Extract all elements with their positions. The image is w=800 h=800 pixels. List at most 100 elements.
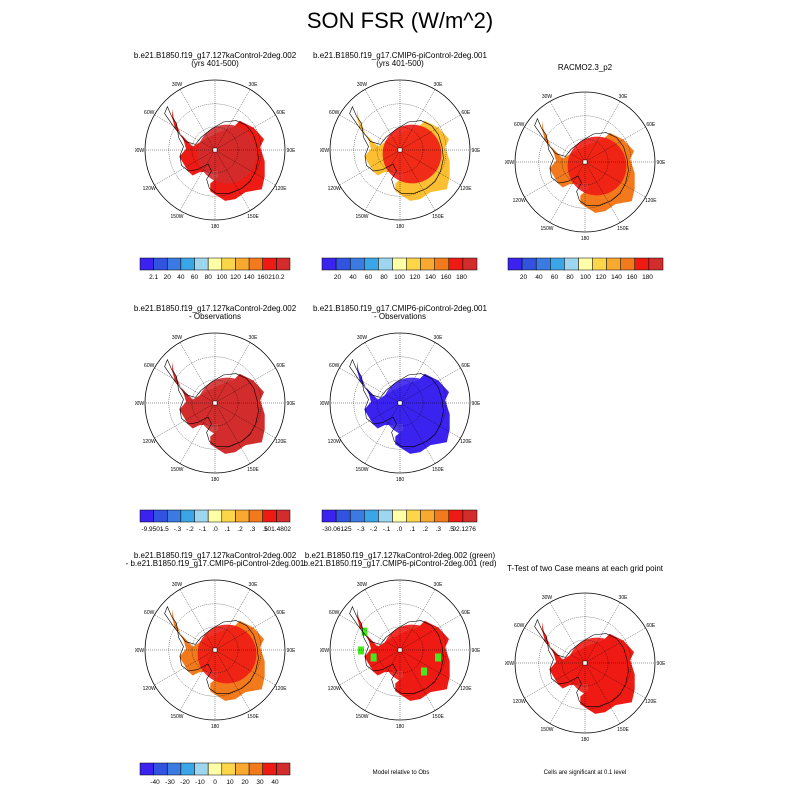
colorbar-tick-label: 0 xyxy=(213,779,217,786)
colorbar-swatch xyxy=(434,257,450,271)
meridian-line xyxy=(399,114,461,151)
meridian-line xyxy=(214,149,251,211)
inner-region xyxy=(567,136,627,196)
longitude-label: 150E xyxy=(432,714,444,720)
colorbar-swatch xyxy=(349,509,365,523)
meridian-line xyxy=(399,402,461,439)
longitude-label: 120E xyxy=(275,439,287,445)
meridian-line xyxy=(179,402,216,464)
colorbar-swatch xyxy=(207,509,223,523)
polar-map: 30E 60E 90E 120E 150E 180 150W 120W 90W 60W 30W xyxy=(135,332,295,483)
colorbar-swatch xyxy=(349,257,365,271)
longitude-label: 60W xyxy=(144,610,155,616)
colorbar-tick-label: 120 xyxy=(596,274,607,281)
green-cell xyxy=(358,646,364,655)
colorbar-swatch xyxy=(180,762,195,776)
pole-marker xyxy=(397,647,403,653)
colorbar-tick-label: 80 xyxy=(205,274,213,281)
colorbar-tick-label: 60 xyxy=(191,274,199,281)
colorbar-swatch xyxy=(194,509,209,523)
colorbar-swatch xyxy=(462,257,478,271)
longitude-label: 90E xyxy=(472,648,480,654)
colorbar-swatch xyxy=(221,762,236,776)
map-panel: RACMO2.3_p2 30E 60E 90E 120E 150E 180 150W 120W 9… xyxy=(500,64,670,254)
latitude-circle xyxy=(376,626,424,674)
colorbar-swatch xyxy=(634,257,650,271)
colorbar-tick-label: .0 xyxy=(397,526,403,533)
colorbar-tick-label: -.5 xyxy=(344,526,352,533)
colorbar-swatch xyxy=(448,257,464,271)
meridian-line xyxy=(154,614,216,651)
longitude-label: 30E xyxy=(619,94,629,100)
colorbar-tick-label: -9.9501 xyxy=(141,526,163,533)
colorbar-tick-label: -40 xyxy=(150,779,160,786)
longitude-label: 120E xyxy=(460,686,472,692)
coastline xyxy=(349,605,444,694)
latitude-circle xyxy=(376,126,424,174)
colorbar-tick-label: -.1 xyxy=(199,526,207,533)
longitude-label: 150W xyxy=(170,714,183,720)
longitude-label: 30W xyxy=(172,582,183,588)
pole-marker xyxy=(212,400,218,406)
longitude-label: 120W xyxy=(143,686,156,692)
colorbar-tick-label: -.2 xyxy=(370,526,378,533)
colorbar-tick-label: .1 xyxy=(410,526,416,533)
colorbar-tick-label: 20 xyxy=(241,779,249,786)
longitude-label: 180 xyxy=(581,737,590,743)
polar-map: 30E 60E 90E 120E 150E 180 150W 120W 90W 60W 30W xyxy=(135,579,295,730)
colorbar-swatch xyxy=(248,509,263,523)
longitude-label: 30W xyxy=(357,335,368,341)
colorbar-tick-label: 160 xyxy=(627,274,638,281)
colorbar-tick-label: 30 xyxy=(256,779,264,786)
colorbar-tick-label: 210.2 xyxy=(268,274,285,281)
longitude-label: 60W xyxy=(514,623,525,629)
latitude-circle xyxy=(191,626,239,674)
meridian-line xyxy=(154,402,216,439)
colorbar-swatch xyxy=(139,762,154,776)
coastline xyxy=(164,358,259,447)
colorbar-tick-label: 80 xyxy=(566,274,574,281)
meridian-line xyxy=(214,149,276,186)
map-panel: b.e21.B1850.f19_g17.CMIP6-piControl-2deg… xyxy=(313,305,487,495)
colorbar-swatch xyxy=(606,257,621,271)
longitude-label: 60E xyxy=(461,363,471,369)
pole-marker xyxy=(212,647,218,653)
meridian-line xyxy=(214,649,276,686)
meridian-line xyxy=(339,149,401,186)
inner-region xyxy=(382,124,442,184)
colorbar-swatch xyxy=(167,762,182,776)
map-panel: b.e21.B1850.f19_g17.127kaControl-2deg.00… xyxy=(130,305,300,495)
longitude-label: 180 xyxy=(396,724,405,730)
colorbar-tick-label: 40 xyxy=(271,779,279,786)
colorbar-tick-label: -.1 xyxy=(383,526,391,533)
longitude-label: 90W xyxy=(135,648,144,654)
longitude-label: 180 xyxy=(211,224,220,230)
colorbar-tick-label: 100 xyxy=(580,274,591,281)
longitude-label: 120E xyxy=(460,439,472,445)
longitude-label: 150W xyxy=(355,214,368,220)
longitude-label: 180 xyxy=(396,224,405,230)
colorbar-swatch xyxy=(167,509,182,523)
longitude-label: 90E xyxy=(287,401,295,407)
colorbar-swatch xyxy=(448,509,464,523)
coastline xyxy=(164,605,259,694)
map-panel: b.e21.B1850.f19_g17.127kaControl-2deg.00… xyxy=(130,52,300,242)
longitude-label: 120E xyxy=(275,686,287,692)
longitude-label: 30W xyxy=(172,82,183,88)
colorbar: -9.9501 -.5 -.3 -.2 -.1 .0 .1 .2 .3 .5 101.4802 xyxy=(139,509,291,538)
colorbar-swatch xyxy=(207,762,223,776)
colorbar-tick-label: 120 xyxy=(410,274,421,281)
colorbar-tick-label: 180 xyxy=(456,274,467,281)
colorbar-swatch xyxy=(167,257,182,271)
longitude-label: 30W xyxy=(357,582,368,588)
colorbar-tick-label: .2 xyxy=(237,526,243,533)
longitude-label: 60W xyxy=(329,110,340,116)
longitude-label: 60E xyxy=(276,610,286,616)
longitude-label: 90E xyxy=(472,148,480,154)
inner-region xyxy=(382,377,442,437)
meridian-line xyxy=(214,342,251,404)
longitude-label: 120W xyxy=(143,439,156,445)
colorbar-swatch xyxy=(262,509,277,523)
colorbar-tick-label: .2 xyxy=(423,526,429,533)
panel-title: b.e21.B1850.f19_g17.127kaControl-2deg.00… xyxy=(133,304,297,321)
